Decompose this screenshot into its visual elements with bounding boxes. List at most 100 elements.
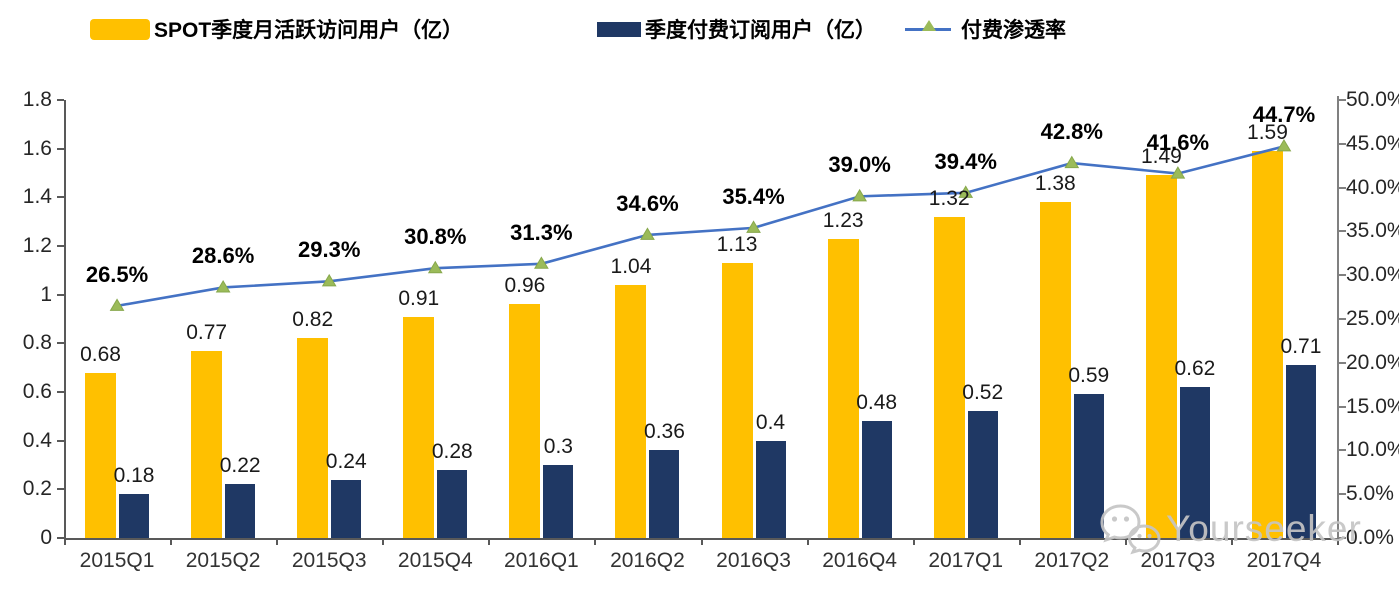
- subscribers-value-label: 0.36: [644, 420, 685, 444]
- mau-bar: [509, 304, 541, 538]
- left-axis-tick-label: 0.4: [22, 428, 52, 452]
- right-axis-tick-label: 40.0%: [1346, 175, 1399, 199]
- x-axis-tick: [1018, 538, 1021, 545]
- mau-value-label: 1.23: [822, 208, 864, 232]
- triangle-marker-icon: [640, 227, 655, 240]
- right-axis-tick: [1339, 142, 1346, 145]
- subscribers-legend-label: 季度付费订阅用户（亿）: [645, 19, 876, 42]
- mau-legend-swatch-icon: [90, 18, 150, 40]
- right-axis-tick: [1339, 537, 1346, 539]
- watermark-text: Yourseeker: [1166, 508, 1362, 549]
- triangle-marker-icon: [1064, 155, 1080, 169]
- right-axis-tick: [1339, 99, 1346, 101]
- left-axis-tick-label: 1.6: [22, 136, 52, 160]
- x-axis-tick: [276, 538, 279, 545]
- watermark: Yourseeker: [1098, 501, 1362, 557]
- subscribers-value-label: 0.3: [543, 435, 573, 458]
- subscribers-bar: [1073, 394, 1104, 538]
- left-y-axis-line: [64, 100, 66, 538]
- x-axis-category-label: 2017Q1: [928, 549, 1004, 572]
- triangle-marker-icon: [533, 256, 549, 269]
- penetration-rate-label: 39.4%: [934, 148, 997, 174]
- legend-item-mau: SPOT季度月活跃访问用户（亿）: [90, 14, 463, 44]
- mau-bar: [403, 316, 435, 538]
- x-axis-tick: [488, 538, 491, 545]
- left-axis-tick: [57, 99, 64, 101]
- subscribers-bar: [543, 465, 574, 538]
- left-axis-tick-label: 1: [40, 282, 52, 306]
- left-axis-tick: [57, 391, 64, 393]
- subscribers-bar: [331, 479, 362, 538]
- subscribers-bar: [967, 411, 998, 538]
- x-axis-tick: [170, 538, 173, 545]
- left-axis-tick: [57, 439, 64, 442]
- x-axis-category-label: 2016Q2: [610, 549, 685, 572]
- triangle-marker-icon: [321, 273, 337, 287]
- left-axis-tick: [57, 488, 64, 491]
- subscribers-bar: [755, 440, 786, 538]
- penetration-rate-label: 35.4%: [722, 183, 785, 209]
- triangle-marker-icon: [746, 220, 761, 233]
- x-axis-tick: [1337, 538, 1339, 545]
- left-axis-tick-label: 0.8: [22, 331, 52, 355]
- subscribers-bar: [1285, 365, 1316, 538]
- right-axis-tick-label: 5.0%: [1346, 482, 1394, 506]
- subscribers-value-label: 0.48: [856, 391, 898, 415]
- mau-legend-label: SPOT季度月活跃访问用户（亿）: [154, 19, 464, 42]
- right-axis-tick-label: 35.0%: [1346, 219, 1399, 243]
- x-axis-category-label: 2015Q2: [185, 549, 261, 572]
- x-axis-tick: [806, 538, 809, 545]
- right-axis-tick-label: 30.0%: [1346, 263, 1399, 287]
- x-axis-category-label: 2016Q1: [504, 549, 579, 572]
- penetration-rate-label: 41.6%: [1146, 129, 1210, 155]
- right-axis-tick-label: 50.0%: [1346, 88, 1399, 111]
- subscribers-bar: [649, 450, 680, 538]
- subscribers-value-label: 0.18: [113, 464, 155, 488]
- penetration-rate-label: 44.7%: [1252, 102, 1316, 128]
- left-axis-tick: [57, 293, 64, 296]
- mau-value-label: 1.59: [1247, 121, 1288, 145]
- right-axis-tick-label: 10.0%: [1346, 438, 1399, 462]
- x-axis-category-label: 2017Q2: [1034, 549, 1110, 572]
- triangle-marker-icon: [427, 260, 443, 274]
- mau-bar: [615, 284, 647, 538]
- right-axis-tick: [1339, 230, 1346, 233]
- right-y-axis-line: [1337, 96, 1339, 538]
- penetration-rate-label: 42.8%: [1040, 119, 1103, 145]
- subscribers-bar: [437, 469, 468, 538]
- mau-value-label: 0.82: [292, 308, 334, 332]
- penetration-legend-line-icon: [905, 19, 951, 31]
- wechat-icon: [1100, 504, 1161, 555]
- subscribers-value-label: 0.28: [431, 439, 473, 463]
- mau-bar: [85, 372, 117, 538]
- mau-value-label: 0.77: [186, 320, 228, 344]
- mau-value-label: 1.13: [716, 233, 758, 257]
- subscribers-value-label: 0.22: [219, 454, 261, 478]
- mau-bar: [297, 338, 329, 538]
- left-axis-tick: [57, 537, 64, 539]
- mau-value-label: 1.38: [1034, 172, 1076, 196]
- mau-value-label: 0.96: [504, 274, 546, 298]
- x-axis-category-label: 2015Q1: [79, 549, 155, 572]
- left-axis-tick-label: 0.2: [22, 477, 52, 501]
- x-axis-tick: [912, 538, 915, 545]
- left-axis-tick-label: 1.4: [22, 185, 52, 209]
- left-axis-tick: [57, 196, 64, 199]
- x-axis-category-label: 2016Q4: [822, 549, 897, 572]
- triangle-marker-icon: [922, 19, 936, 31]
- subscribers-bar: [225, 484, 256, 538]
- mau-bar: [827, 238, 859, 538]
- left-axis-tick: [57, 342, 64, 345]
- subscribers-value-label: 0.71: [1280, 335, 1322, 359]
- left-axis-tick-label: 0.6: [22, 380, 52, 403]
- right-axis-tick: [1339, 318, 1346, 320]
- penetration-legend-label: 付费渗透率: [961, 19, 1066, 42]
- x-axis-category-label: 2015Q3: [291, 549, 367, 572]
- right-axis-tick: [1339, 361, 1346, 364]
- mau-value-label: 0.68: [80, 342, 121, 366]
- left-axis-tick: [57, 147, 64, 150]
- x-axis-category-label: 2016Q3: [716, 549, 791, 572]
- legend-item-subscribers: 季度付费订阅用户（亿）: [597, 14, 876, 44]
- mau-bar: [191, 350, 223, 538]
